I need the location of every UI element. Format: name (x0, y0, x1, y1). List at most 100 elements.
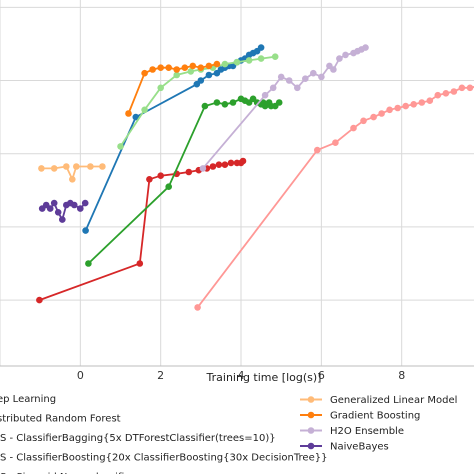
series-classifierboosting (85, 95, 283, 267)
data-point (132, 113, 140, 121)
data-point (213, 60, 221, 68)
data-point (275, 99, 283, 106)
data-point (157, 172, 164, 179)
x-tick-label: 2 (157, 369, 164, 382)
legend-label: IS - ClassifierBagging{5x DTForestClassi… (0, 433, 276, 444)
legend-entry: IS - ClassifierBagging{5x DTForestClassi… (0, 433, 276, 444)
data-point (426, 97, 434, 104)
data-point (85, 260, 92, 267)
legend-entry: NaiveBayes (300, 442, 389, 453)
data-point (141, 106, 148, 114)
data-point (314, 146, 321, 154)
data-point (199, 165, 207, 172)
data-point (165, 183, 172, 190)
legend-entry: IS - Sigmoid Norm classifier (0, 472, 135, 474)
x-axis-label: Training time [log(s)] (206, 371, 322, 384)
legend-entry: H2O Ensemble (300, 426, 404, 437)
series-distributed-random-forest (36, 157, 247, 304)
data-point (117, 143, 124, 150)
data-point (350, 124, 357, 132)
data-point (197, 64, 205, 71)
data-point (221, 101, 229, 108)
series-line (84, 46, 262, 231)
legend-entry: IS - ClassifierBoosting{20x ClassifierBo… (0, 453, 327, 464)
series-line (39, 160, 244, 301)
data-point (402, 102, 410, 110)
data-point (336, 55, 343, 62)
data-point (271, 53, 279, 60)
data-point (185, 168, 193, 176)
data-point (149, 66, 156, 73)
data-point (318, 73, 325, 81)
data-point (50, 165, 58, 172)
data-point (77, 205, 84, 212)
x-tick-label: 6 (318, 369, 325, 382)
data-point (257, 55, 265, 62)
data-point (277, 73, 285, 81)
x-tick-label: 0 (77, 369, 84, 382)
x-tick-label: 4 (238, 369, 245, 382)
data-point (173, 66, 180, 73)
data-point (285, 77, 293, 84)
legend-label: stributed Random Forest (0, 414, 121, 425)
data-point (434, 91, 442, 99)
series-naivebayes (38, 199, 89, 223)
legend-label: ep Learning (0, 394, 56, 405)
legend-swatch-marker (307, 396, 315, 403)
data-point (360, 117, 367, 125)
data-point (205, 71, 213, 79)
data-point (99, 163, 106, 170)
data-point (418, 99, 426, 106)
data-point (239, 157, 247, 165)
x-tick-labels: 0 2 4 6 8 (77, 369, 405, 382)
data-point (257, 44, 265, 51)
data-point (221, 60, 229, 68)
data-point (141, 69, 148, 77)
data-point (227, 159, 235, 167)
data-point (71, 201, 78, 209)
x-tick-label: 8 (398, 369, 405, 382)
data-point (197, 77, 205, 84)
legend-swatch-marker (307, 427, 315, 434)
data-point (146, 176, 153, 183)
data-point (310, 69, 317, 77)
data-point (73, 163, 80, 170)
data-point (189, 62, 197, 70)
grid-lines (0, 0, 474, 366)
legend-label: NaiveBayes (330, 442, 389, 453)
data-point (87, 163, 94, 170)
data-point (69, 176, 76, 183)
data-point (50, 199, 58, 207)
legend-label: Generalized Linear Model (330, 395, 457, 406)
data-point (221, 161, 229, 168)
data-point (269, 84, 277, 92)
data-point (302, 75, 309, 82)
data-point (205, 62, 213, 70)
data-point (63, 163, 70, 170)
data-point (458, 84, 466, 92)
data-point (36, 296, 43, 304)
legend-entry: stributed Random Forest (0, 414, 121, 425)
legend-label: IS - ClassifierBoosting{20x ClassifierBo… (0, 453, 327, 464)
data-point (157, 84, 164, 92)
data-point (332, 139, 339, 146)
series-line (196, 85, 474, 308)
data-point (466, 84, 474, 92)
data-point (59, 216, 66, 223)
legend-entry: ep Learning (0, 394, 56, 405)
data-point (370, 113, 377, 121)
data-point (173, 71, 180, 79)
data-point (157, 64, 164, 71)
legend-label: H2O Ensemble (330, 426, 404, 437)
legend-swatch-marker (307, 411, 315, 419)
series-gradient-boosting (125, 60, 221, 117)
data-point (229, 99, 237, 106)
data-point (294, 84, 301, 92)
data-point (362, 44, 369, 51)
data-point (442, 90, 450, 97)
data-point (209, 163, 217, 170)
data-point (201, 102, 209, 110)
data-point (54, 209, 62, 216)
data-point (136, 260, 144, 267)
